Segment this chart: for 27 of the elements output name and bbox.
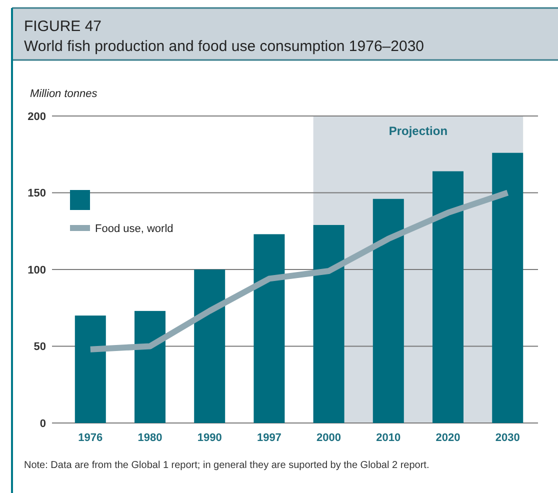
x-tick-label: 1976 [78, 432, 103, 444]
y-tick-label: 0 [40, 418, 46, 430]
bar [432, 171, 464, 423]
x-tick-label: 2020 [436, 432, 460, 444]
x-tick-label: 2010 [376, 432, 401, 444]
x-tick-label: 1997 [256, 432, 282, 444]
y-tick-label: 150 [28, 188, 46, 200]
band-label: Projection [388, 124, 448, 138]
legend-label: Food use, world [95, 222, 174, 235]
x-tick-label: 1990 [197, 432, 222, 444]
chart-subtitle: World fish production and food use consumption 1976–2030 [24, 38, 424, 55]
y-axis-title: Million tonnes [30, 88, 98, 100]
y-tick-label: 200 [28, 110, 46, 123]
y-tick-label: 50 [34, 341, 46, 354]
bar [254, 234, 285, 423]
y-tick-label: 100 [28, 264, 46, 276]
bar [372, 198, 404, 423]
chart-title: FIGURE 47 [24, 18, 102, 35]
text: Note: Data are from the Global 1 report; in general they are suported by the Global 2 report. [24, 460, 430, 471]
bar [134, 310, 166, 423]
bar [492, 152, 524, 423]
x-tick-label: 1980 [138, 432, 162, 444]
bar [74, 316, 106, 423]
bar [313, 224, 344, 423]
x-tick-label: 2030 [495, 432, 520, 444]
bar [194, 270, 226, 423]
x-tick-label: 2000 [316, 432, 342, 444]
